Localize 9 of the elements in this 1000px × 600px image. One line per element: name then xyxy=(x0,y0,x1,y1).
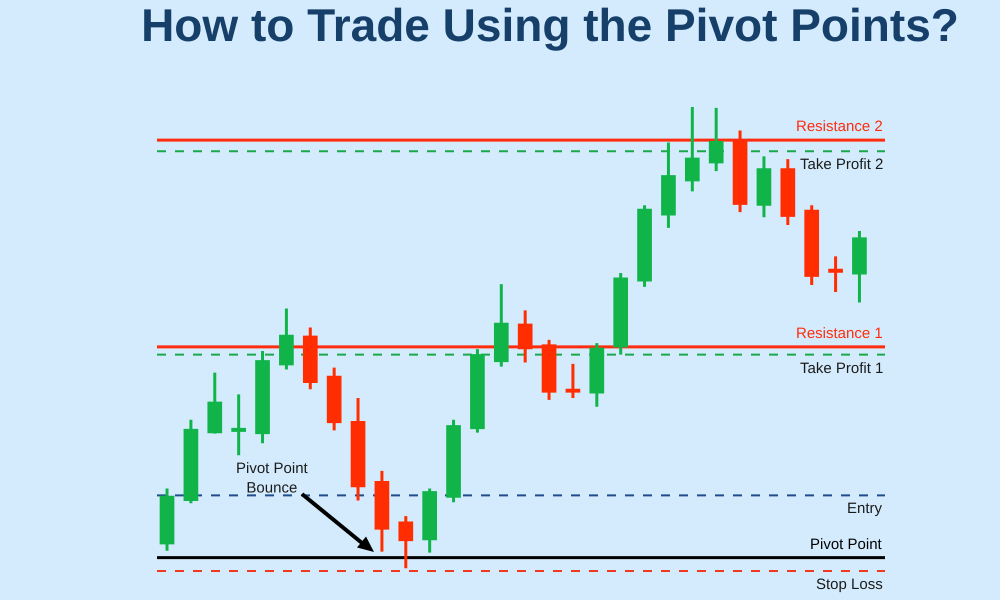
ref-line-label: Stop Loss xyxy=(816,576,883,593)
ref-line-label: Resistance 2 xyxy=(796,118,883,135)
annotation: Pivot Point Bounce xyxy=(236,460,309,496)
chart-title: How to Trade Using the Pivot Points? xyxy=(141,0,959,52)
ref-line-label: Take Profit 2 xyxy=(800,156,884,173)
ref-line-label: Resistance 1 xyxy=(796,325,883,342)
ref-line-label: Take Profit 1 xyxy=(800,360,884,377)
ref-line-label: Pivot Point xyxy=(810,536,883,553)
ref-line-label: Entry xyxy=(847,500,883,517)
